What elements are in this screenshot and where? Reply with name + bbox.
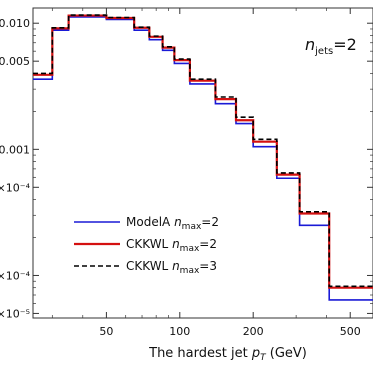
x-tick-label: 100	[169, 325, 190, 338]
series-line-1	[33, 16, 373, 301]
y-tick-label: 5.×10⁻⁵	[0, 307, 30, 320]
y-tick-label: 0.005	[0, 55, 30, 68]
legend-label-2: CKKWL nmax=2	[126, 237, 217, 254]
series-layer	[33, 14, 373, 301]
x-tick-label: 500	[340, 325, 361, 338]
y-tick-label: 1.×10⁻⁴	[0, 269, 31, 282]
y-tick-label: 5.×10⁻⁴	[0, 181, 31, 194]
y-tick-label: 0.001	[0, 143, 30, 156]
plot-frame	[32, 7, 373, 319]
legend-label-3: CKKWL nmax=3	[126, 259, 217, 276]
series-line-3	[33, 14, 373, 288]
njets-annotation: njets=2	[305, 35, 357, 57]
x-tick-label: 200	[243, 325, 264, 338]
tick-labels: 50 100 200 500 0.010 0.005 0.001 5.×10⁻⁴ 1.×10⁻⁴…	[0, 17, 361, 338]
legend: ModelA nmax=2 CKKWL nmax=2 CKKWL nmax=3	[74, 215, 219, 276]
series-line-2	[33, 14, 373, 289]
x-tick-label: 50	[99, 325, 113, 338]
legend-label-1: ModelA nmax=2	[126, 215, 219, 232]
y-tick-label: 0.010	[0, 17, 30, 30]
x-axis-title: The hardest jet pT (GeV)	[148, 346, 307, 363]
